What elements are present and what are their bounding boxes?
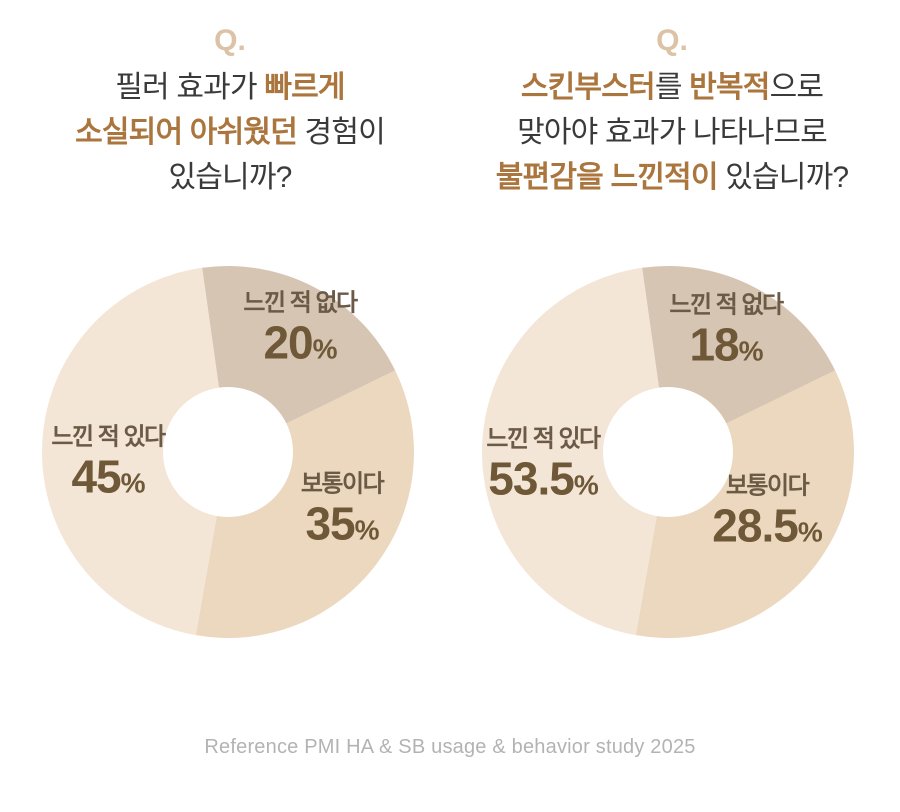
percent-sign: % — [738, 335, 764, 367]
percent-sign: % — [120, 467, 146, 499]
percent-sign: % — [312, 333, 338, 365]
slice-value: 18% — [689, 318, 764, 371]
question-run: 있습니까? — [717, 161, 849, 194]
slice-name: 느낀 적 있다 — [486, 425, 601, 453]
question-run: 를 — [654, 71, 690, 104]
slice-name: 느낀 적 없다 — [243, 289, 358, 317]
donut-slice — [202, 266, 396, 424]
slice-label-has-experience: 느낀 적 있다 53.5% — [486, 425, 601, 511]
slice-value: 35% — [305, 497, 380, 550]
question-run-highlight: 빠르게 — [264, 71, 345, 104]
question-line: 있습니까? — [10, 155, 450, 200]
question-block-filler: Q. 필러 효과가 빠르게 소실되어 아쉬웠던 경험이 있습니까? — [10, 22, 450, 200]
reference-note: Reference PMI HA & SB usage & behavior s… — [204, 736, 696, 758]
slice-name: 느낀 적 없다 — [669, 291, 784, 319]
donut-slice — [642, 266, 836, 424]
slice-name: 보통이다 — [300, 470, 385, 498]
percent-sign: % — [797, 516, 823, 548]
slice-name: 보통이다 — [725, 472, 810, 500]
slice-label-neutral: 보통이다 28.5% — [712, 472, 823, 558]
question-run: 있습니까? — [168, 161, 292, 194]
question-run: 맞아야 효과가 나타나므로 — [517, 116, 828, 149]
donut-chart-svg — [482, 266, 854, 638]
donut-chart-filler: 느낀 적 없다 20% 보통이다 35% 느낀 적 있다 45% — [42, 266, 414, 638]
slice-value: 20% — [263, 316, 338, 369]
question-run: 으로 — [769, 71, 824, 104]
percent-sign: % — [354, 514, 380, 546]
slice-name: 느낀 적 있다 — [51, 423, 166, 451]
question-line: 불편감을 느낀적이 있습니까? — [452, 155, 892, 200]
donut-slice — [635, 370, 854, 638]
question-badge: Q. — [214, 24, 246, 57]
question-line: 소실되어 아쉬웠던 경험이 — [10, 110, 450, 155]
slice-value: 28.5% — [712, 499, 823, 552]
slice-label-neutral: 보통이다 35% — [300, 470, 385, 556]
slice-value: 45% — [71, 450, 146, 503]
donut-slice — [482, 267, 659, 636]
donut-slice — [195, 370, 414, 638]
percent-sign: % — [573, 469, 599, 501]
question-run: 필러 효과가 — [115, 71, 265, 104]
question-run-highlight: 반복적 — [689, 71, 770, 104]
slice-label-no-experience: 느낀 적 없다 18% — [669, 291, 784, 377]
question-line: 필러 효과가 빠르게 — [10, 65, 450, 110]
slice-value: 53.5% — [488, 452, 599, 505]
question-line: 스킨부스터를 반복적으로 — [452, 65, 892, 110]
donut-slice — [42, 267, 219, 636]
question-line: 맞아야 효과가 나타나므로 — [452, 110, 892, 155]
question-run-highlight: 불편감을 느낀적이 — [495, 161, 719, 194]
donut-chart-skinbooster: 느낀 적 없다 18% 보통이다 28.5% 느낀 적 있다 53.5% — [482, 266, 854, 638]
donut-chart-svg — [42, 266, 414, 638]
question-run: 경험이 — [297, 116, 386, 149]
question-badge: Q. — [656, 24, 688, 57]
question-block-skinbooster: Q. 스킨부스터를 반복적으로 맞아야 효과가 나타나므로 불편감을 느낀적이 … — [452, 22, 892, 200]
slice-label-has-experience: 느낀 적 있다 45% — [51, 423, 166, 509]
question-run-highlight: 스킨부스터 — [520, 71, 656, 104]
slice-label-no-experience: 느낀 적 없다 20% — [243, 289, 358, 375]
question-run-highlight: 소실되어 아쉬웠던 — [75, 116, 298, 149]
